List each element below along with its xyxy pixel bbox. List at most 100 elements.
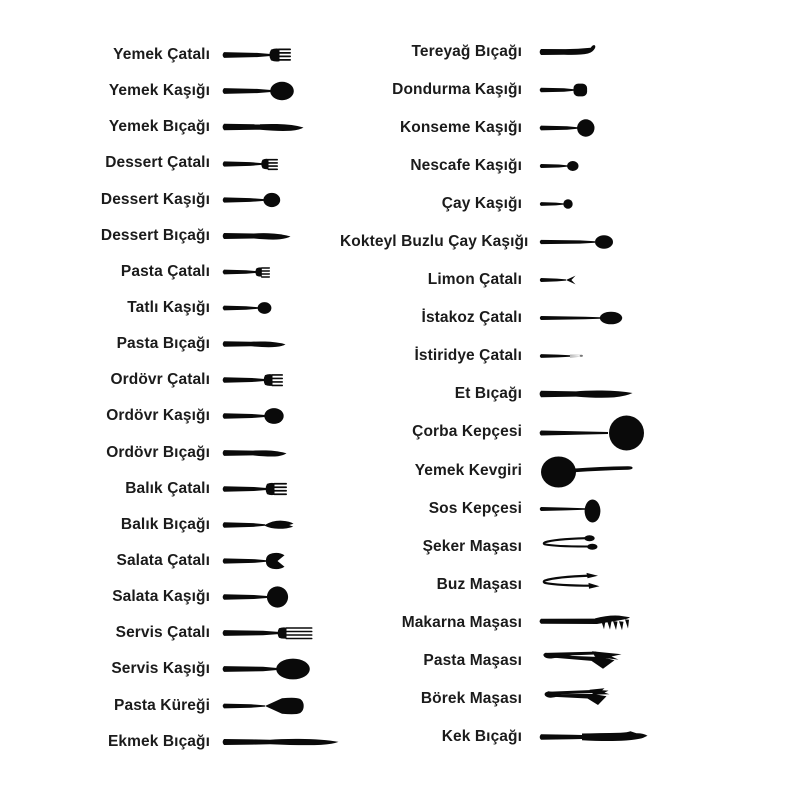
- salad-fork-icon: [222, 540, 343, 582]
- right-column: Tereyağ Bıçağı Dondurma Kaşığı Konseme Kaş…: [340, 33, 800, 756]
- consomme-spoon-icon: [539, 107, 660, 149]
- list-item: Dessert Kaşığı: [0, 182, 400, 218]
- fish-knife-icon: [222, 504, 343, 546]
- utensil-label: Ordövr Bıçağı: [106, 443, 210, 461]
- list-item: Pasta Çatalı: [0, 254, 400, 290]
- meat-knife-icon: [539, 373, 660, 415]
- list-item: Yemek Kevgiri: [340, 452, 800, 490]
- list-item: Dondurma Kaşığı: [340, 71, 800, 109]
- utensil-label: Pasta Bıçağı: [116, 335, 210, 353]
- list-item: Çorba Kepçesi: [340, 413, 800, 451]
- utensil-label: Yemek Kevgiri: [414, 461, 522, 479]
- list-item: Pasta Maşası: [340, 642, 800, 680]
- utensil-label: Börek Maşası: [420, 689, 522, 707]
- lobster-fork-icon: [539, 297, 660, 339]
- utensil-label: İstakoz Çatalı: [421, 309, 522, 327]
- list-item: Ordövr Çatalı: [0, 362, 400, 398]
- butter-knife-icon: [539, 31, 660, 73]
- list-item: Makarna Maşası: [340, 604, 800, 642]
- utensil-label: Pasta Çatalı: [120, 262, 210, 280]
- serving-fork-icon: [222, 612, 343, 654]
- tea-spoon-icon: [539, 183, 660, 225]
- oyster-fork-icon: [539, 335, 660, 377]
- pastry-fork-icon: [222, 251, 343, 293]
- utensil-label: Dessert Çatalı: [105, 154, 210, 172]
- list-item: Kokteyl Buzlu Çay Kaşığı: [340, 223, 800, 261]
- sauce-ladle-icon: [539, 488, 660, 530]
- list-item: Tereyağ Bıçağı: [340, 33, 800, 71]
- skimmer-icon: [540, 450, 660, 492]
- utensil-label: Et Bıçağı: [454, 385, 522, 403]
- list-item: Börek Maşası: [340, 680, 800, 718]
- list-item: Kek Bıçağı: [340, 718, 800, 756]
- list-item: Yemek Çatalı: [0, 37, 400, 73]
- utensil-label: Makarna Maşası: [401, 613, 522, 631]
- hors-doeuvre-fork-icon: [222, 359, 343, 401]
- utensil-label: Pasta Maşası: [423, 651, 522, 669]
- list-item: Buz Maşası: [340, 566, 800, 604]
- list-item: Servis Çatalı: [0, 615, 400, 651]
- salad-spoon-icon: [222, 576, 343, 618]
- list-item: Servis Kaşığı: [0, 651, 400, 687]
- utensil-label: Yemek Çatalı: [113, 46, 210, 64]
- utensil-label: Çorba Kepçesi: [412, 423, 522, 441]
- dinner-spoon-icon: [222, 70, 343, 112]
- list-item: İstakoz Çatalı: [340, 299, 800, 337]
- utensil-label: Nescafe Kaşığı: [410, 157, 522, 175]
- sweet-spoon-icon: [222, 287, 343, 329]
- utensil-label: Konseme Kaşığı: [400, 119, 522, 137]
- list-item: Ordövr Kaşığı: [0, 398, 400, 434]
- utensil-label: Kokteyl Buzlu Çay Kaşığı: [340, 233, 529, 251]
- cake-tongs-icon: [540, 640, 660, 682]
- utensil-label: Salata Kaşığı: [112, 588, 210, 606]
- utensil-label: Servis Kaşığı: [111, 660, 210, 678]
- list-item: Salata Çatalı: [0, 543, 400, 579]
- hors-doeuvre-spoon-icon: [222, 395, 343, 437]
- utensil-label: Çay Kaşığı: [441, 195, 522, 213]
- ice-cream-spoon-icon: [539, 69, 660, 111]
- list-item: Şeker Maşası: [340, 528, 800, 566]
- list-item: Çay Kaşığı: [340, 185, 800, 223]
- cake-server-icon: [222, 685, 343, 727]
- list-item: İstiridye Çatalı: [340, 337, 800, 375]
- list-item: Limon Çatalı: [340, 261, 800, 299]
- list-item: Balık Çatalı: [0, 471, 400, 507]
- utensil-label: Salata Çatalı: [116, 552, 210, 570]
- serving-spoon-icon: [222, 648, 343, 690]
- cake-knife-icon: [539, 716, 660, 758]
- list-item: Et Bıçağı: [340, 375, 800, 413]
- utensil-label: Yemek Bıçağı: [108, 118, 210, 136]
- dessert-knife-icon: [222, 215, 343, 257]
- utensil-label: Dondurma Kaşığı: [392, 81, 522, 99]
- list-item: Tatlı Kaşığı: [0, 290, 400, 326]
- list-item: Pasta Küreği: [0, 688, 400, 724]
- list-item: Nescafe Kaşığı: [340, 147, 800, 185]
- list-item: Konseme Kaşığı: [340, 109, 800, 147]
- utensil-label: Pasta Küreği: [114, 696, 210, 714]
- list-item: Yemek Kaşığı: [0, 73, 400, 109]
- bread-knife-icon: [222, 721, 343, 763]
- pastry-knife-icon: [222, 323, 343, 365]
- utensil-label: Limon Çatalı: [427, 271, 522, 289]
- utensil-label: Dessert Kaşığı: [100, 190, 210, 208]
- list-item: Ordövr Bıçağı: [0, 435, 400, 471]
- dessert-fork-icon: [222, 143, 343, 185]
- utensil-label: Buz Maşası: [436, 575, 522, 593]
- utensil-label: Kek Bıçağı: [441, 727, 522, 745]
- list-item: Balık Bıçağı: [0, 507, 400, 543]
- utensil-label: İstiridye Çatalı: [414, 347, 522, 365]
- lemon-fork-icon: [539, 259, 660, 301]
- sugar-tongs-icon: [540, 526, 660, 568]
- pastry-tongs-icon: [540, 678, 660, 720]
- dinner-fork-icon: [222, 34, 343, 76]
- utensil-label: Ordövr Kaşığı: [106, 407, 210, 425]
- pasta-tongs-icon: [539, 602, 660, 644]
- utensil-label: Servis Çatalı: [115, 624, 210, 642]
- utensil-label: Tereyağ Bıçağı: [411, 43, 522, 61]
- utensil-label: Yemek Kaşığı: [108, 82, 210, 100]
- dessert-spoon-icon: [222, 179, 343, 221]
- nescafe-spoon-icon: [539, 145, 660, 187]
- iced-tea-spoon-icon: [539, 221, 660, 263]
- list-item: Sos Kepçesi: [340, 490, 800, 528]
- utensil-label: Balık Bıçağı: [120, 515, 210, 533]
